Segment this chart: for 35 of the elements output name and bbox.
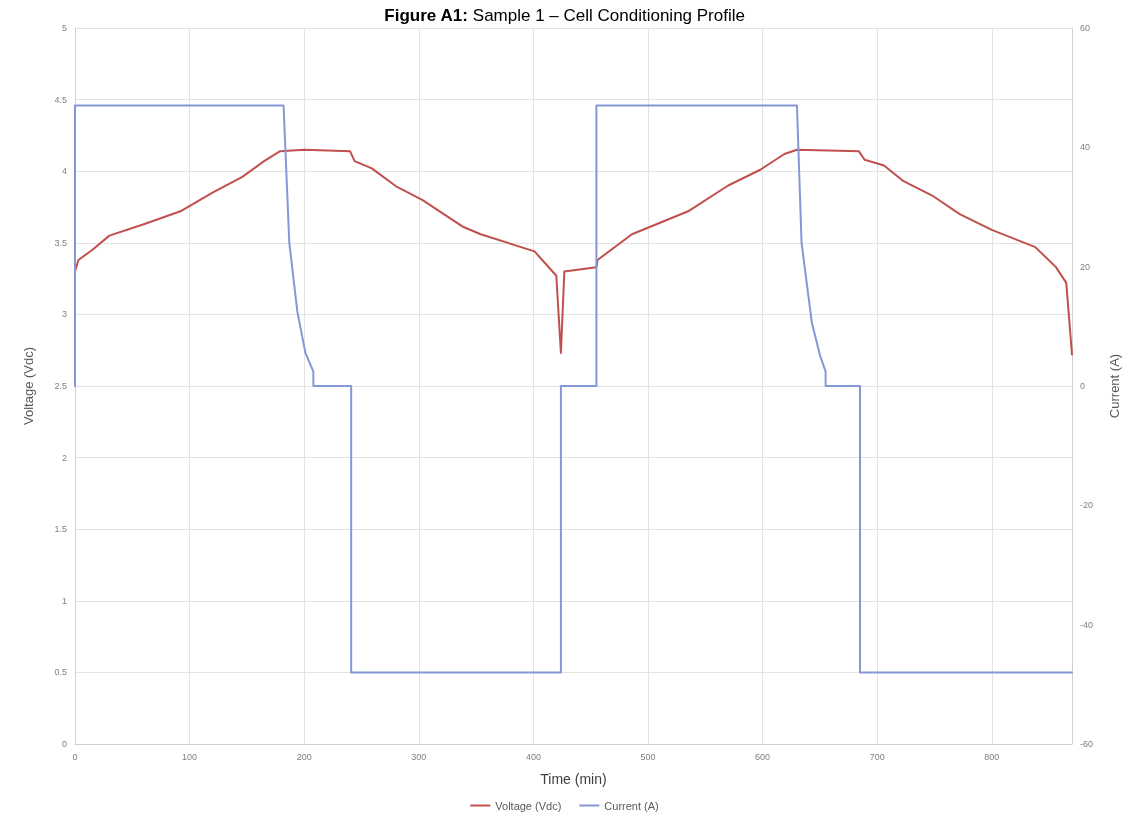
x-tick-label: 0 [72,751,78,762]
y2-tick-label: -40 [1080,619,1094,630]
y-tick-label: 2 [61,452,67,463]
x-tick-label: 600 [755,751,771,762]
y-tick-label: 3 [61,309,67,320]
x-tick-label: 500 [640,751,656,762]
y2-tick-label: -20 [1080,500,1094,511]
y2-axis-title: Current (A) [1107,353,1122,419]
y2-tick-label: 40 [1080,142,1091,153]
line-series [74,104,1073,674]
x-tick-label: 300 [411,751,427,762]
y-tick-label: 5 [61,23,67,33]
y2-tick-label: 60 [1080,23,1091,33]
line-series [74,148,1073,356]
legend-label: Voltage (Vdc) [495,799,562,812]
y2-tick-label: -60 [1080,739,1094,749]
y-tick-label: 2.5 [54,381,67,391]
y-tick-label: 4.5 [54,94,67,105]
chart-title: Figure A1: Sample 1 – Cell Conditioning Profile [384,6,745,25]
y-tick-label: 0 [61,739,67,749]
y-tick-label: 1 [61,595,67,606]
y-tick-label: 3.5 [54,237,67,248]
x-tick-label: 800 [984,751,1000,762]
x-tick-label: 400 [525,751,541,762]
legend-label: Current (A) [604,799,659,812]
y-tick-label: 0.5 [54,667,67,678]
x-tick-label: 700 [869,751,885,762]
y2-tick-label: 20 [1080,261,1091,272]
y-tick-label: 1.5 [54,524,67,535]
x-tick-label: 200 [296,751,312,762]
x-axis-title: Time (min) [540,771,607,787]
x-tick-label: 100 [182,751,198,762]
y2-tick-label: 0 [1080,381,1086,391]
y-tick-label: 4 [61,166,67,177]
y-axis-title: Voltage (Vdc) [21,346,36,426]
